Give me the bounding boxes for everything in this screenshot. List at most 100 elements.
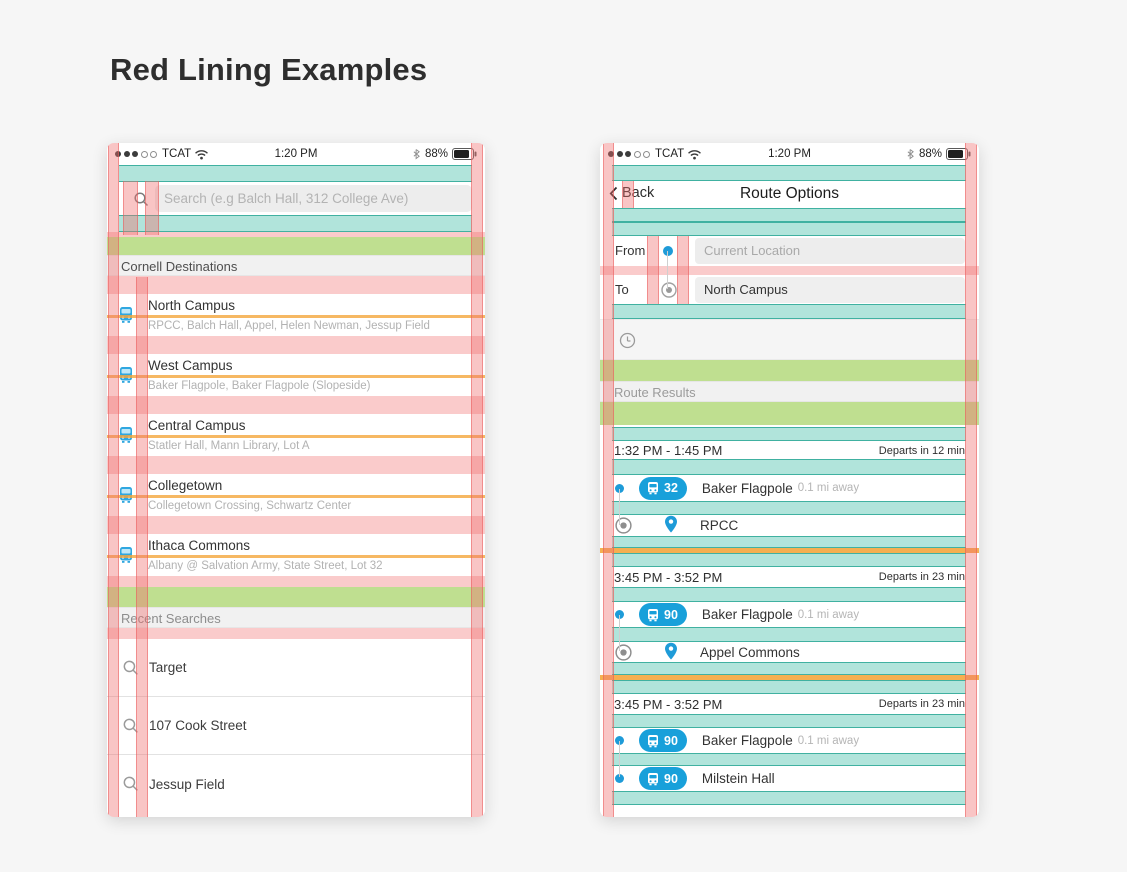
destination-title: North Campus bbox=[148, 298, 236, 313]
redline-teal-band bbox=[612, 165, 966, 181]
redline-teal-band bbox=[612, 791, 966, 805]
status-bar: TCAT 1:20 PM 88% bbox=[600, 143, 979, 165]
stop-dot-icon bbox=[615, 483, 624, 493]
recent-search-item[interactable]: Target bbox=[107, 639, 485, 697]
stop-name: Baker Flagpole bbox=[701, 607, 793, 622]
redline-teal-band bbox=[612, 714, 966, 728]
battery-icon bbox=[946, 148, 971, 160]
redline-vertical-bar bbox=[677, 236, 689, 304]
clock-icon bbox=[619, 332, 636, 349]
destination-item[interactable]: West Campus Baker Flagpole, Baker Flagpo… bbox=[107, 354, 485, 396]
origin-dot-icon bbox=[663, 246, 673, 256]
route-card-time-row[interactable]: 1:32 PM - 1:45 PM Departs in 12 min bbox=[600, 442, 979, 459]
recent-search-label: 107 Cook Street bbox=[149, 718, 247, 733]
route-connector-line bbox=[619, 615, 620, 651]
signal-dots-icon bbox=[608, 150, 650, 158]
redline-vertical-bar bbox=[471, 143, 483, 817]
redline-teal-band bbox=[119, 165, 472, 182]
wifi-icon bbox=[688, 149, 702, 160]
redline-green-band bbox=[600, 402, 979, 425]
recent-search-label: Target bbox=[149, 660, 187, 675]
redline-orange-line bbox=[107, 315, 485, 318]
section-header-recent: Recent Searches bbox=[107, 607, 485, 628]
bus-route-number: 90 bbox=[664, 771, 678, 786]
redline-teal-band bbox=[612, 304, 966, 319]
redline-teal-band bbox=[612, 587, 966, 602]
redline-orange-line bbox=[107, 375, 485, 378]
route-time-range: 1:32 PM - 1:45 PM bbox=[614, 443, 723, 458]
bus-icon bbox=[648, 608, 658, 621]
target-icon bbox=[661, 282, 677, 298]
redline-teal-band bbox=[119, 215, 472, 232]
recent-search-item[interactable]: 107 Cook Street bbox=[107, 697, 485, 755]
to-input[interactable]: North Campus bbox=[695, 277, 965, 303]
destination-subtitle: Collegetown Crossing, Schwartz Center bbox=[148, 500, 352, 512]
bus-route-badge: 90 bbox=[639, 729, 687, 752]
from-label: From bbox=[615, 243, 646, 258]
back-chevron-icon bbox=[609, 186, 618, 200]
destination-title: West Campus bbox=[148, 358, 233, 373]
destination-subtitle: Albany @ Salvation Army, State Street, L… bbox=[148, 560, 383, 572]
route-leg-bus-row[interactable]: 90 Baker Flagpole 0.1 mi away bbox=[600, 728, 979, 753]
recent-search-item[interactable]: Jessup Field bbox=[107, 755, 485, 813]
destination-item[interactable]: North Campus RPCC, Balch Hall, Appel, He… bbox=[107, 294, 485, 336]
redline-green-band bbox=[107, 587, 485, 607]
back-button[interactable]: Back bbox=[609, 185, 654, 201]
search-input[interactable]: Search (e.g Balch Hall, 312 College Ave) bbox=[155, 185, 472, 212]
section-header-destinations: Cornell Destinations bbox=[107, 255, 485, 276]
carrier-label: TCAT bbox=[655, 148, 685, 160]
route-leg-bus-row[interactable]: 32 Baker Flagpole 0.1 mi away bbox=[600, 475, 979, 501]
redline-pink-band bbox=[107, 276, 485, 294]
bus-route-number: 90 bbox=[664, 607, 678, 622]
redline-green-band bbox=[600, 360, 979, 381]
redline-teal-band bbox=[612, 459, 966, 475]
route-connector-line bbox=[619, 741, 620, 777]
redline-pink-band bbox=[107, 456, 485, 474]
redline-teal-band bbox=[612, 536, 966, 548]
route-time-range: 3:45 PM - 3:52 PM bbox=[614, 569, 723, 585]
route-time-range: 3:45 PM - 3:52 PM bbox=[614, 696, 723, 712]
stop-dot-icon bbox=[615, 610, 624, 619]
destination-item[interactable]: Collegetown Collegetown Crossing, Schwar… bbox=[107, 474, 485, 516]
phone-mockup-search-screen: TCAT 1:20 PM 88% Search (e.g Balch Hall,… bbox=[107, 143, 485, 817]
redline-teal-band bbox=[612, 208, 966, 222]
redline-pink-band bbox=[600, 266, 979, 275]
target-icon bbox=[615, 644, 632, 661]
bus-icon bbox=[648, 772, 658, 785]
from-input[interactable]: Current Location bbox=[695, 238, 965, 264]
redline-vertical-bar bbox=[622, 181, 634, 208]
redline-green-band bbox=[107, 237, 485, 255]
route-card-time-row[interactable]: 3:45 PM - 3:52 PM Departs in 23 min bbox=[600, 567, 979, 587]
redline-pink-band bbox=[107, 516, 485, 534]
redline-teal-band bbox=[612, 222, 966, 236]
stop-dot-icon bbox=[615, 774, 624, 783]
route-card-time-row[interactable]: 3:45 PM - 3:52 PM Departs in 23 min bbox=[600, 694, 979, 714]
redline-orange-line bbox=[107, 555, 485, 558]
battery-percent: 88% bbox=[918, 148, 942, 160]
page-title: Red Lining Examples bbox=[110, 52, 428, 87]
bus-route-badge: 90 bbox=[639, 603, 687, 626]
destination-title: Ithaca Commons bbox=[148, 538, 251, 553]
redline-teal-band bbox=[612, 680, 966, 694]
redline-pink-band bbox=[107, 396, 485, 414]
phone-mockup-route-options-screen: TCAT 1:20 PM 88% Back Route Options From… bbox=[600, 143, 979, 817]
route-departs-in: Departs in 23 min bbox=[878, 571, 965, 583]
redline-pink-band bbox=[107, 232, 485, 237]
stop-name: Baker Flagpole bbox=[701, 733, 793, 748]
bus-route-badge: 90 bbox=[639, 767, 687, 790]
destination-item[interactable]: Central Campus Statler Hall, Mann Librar… bbox=[107, 414, 485, 456]
time-picker-row[interactable] bbox=[600, 319, 979, 360]
carrier-label: TCAT bbox=[162, 148, 192, 160]
route-leg-bus-row[interactable]: 90 Milstein Hall bbox=[600, 766, 979, 791]
stop-name: Appel Commons bbox=[700, 645, 800, 660]
from-row: From Current Location bbox=[600, 236, 979, 266]
destination-item[interactable]: Ithaca Commons Albany @ Salvation Army, … bbox=[107, 534, 485, 576]
route-leg-bus-row[interactable]: 90 Baker Flagpole 0.1 mi away bbox=[600, 602, 979, 627]
route-leg-destination-row[interactable]: RPCC bbox=[600, 515, 979, 536]
redline-orange-line bbox=[107, 495, 485, 498]
section-header-results: Route Results bbox=[600, 381, 979, 402]
destination-subtitle: Baker Flagpole, Baker Flagpole (Slopesid… bbox=[148, 380, 371, 392]
redline-vertical-bar bbox=[647, 236, 659, 304]
destination-subtitle: RPCC, Balch Hall, Appel, Helen Newman, J… bbox=[148, 320, 430, 332]
route-leg-destination-row[interactable]: Appel Commons bbox=[600, 642, 979, 662]
